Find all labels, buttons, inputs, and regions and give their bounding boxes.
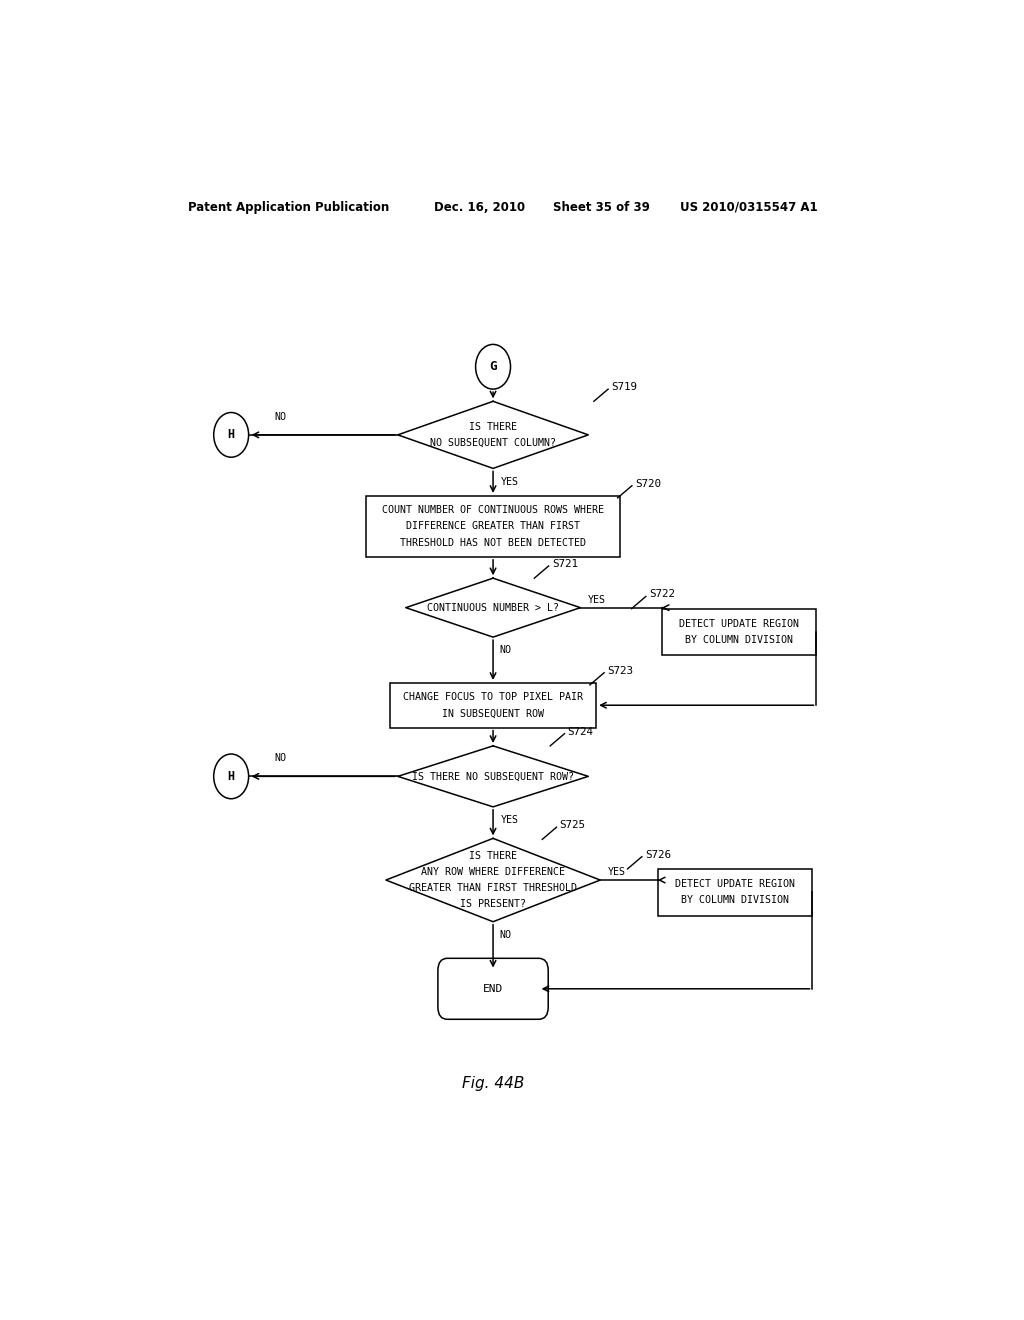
Text: Patent Application Publication: Patent Application Publication [187, 201, 389, 214]
Text: Fig. 44B: Fig. 44B [462, 1076, 524, 1090]
Text: H: H [227, 770, 234, 783]
Text: IS THERE: IS THERE [469, 850, 517, 861]
Text: S725: S725 [560, 820, 586, 830]
Text: Dec. 16, 2010: Dec. 16, 2010 [433, 201, 524, 214]
Text: ANY ROW WHERE DIFFERENCE: ANY ROW WHERE DIFFERENCE [421, 867, 565, 876]
Text: IS THERE NO SUBSEQUENT ROW?: IS THERE NO SUBSEQUENT ROW? [412, 771, 574, 781]
Text: BY COLUMN DIVISION: BY COLUMN DIVISION [681, 895, 790, 906]
Text: YES: YES [501, 477, 519, 487]
Text: THRESHOLD HAS NOT BEEN DETECTED: THRESHOLD HAS NOT BEEN DETECTED [400, 537, 586, 548]
Text: GREATER THAN FIRST THRESHOLD: GREATER THAN FIRST THRESHOLD [409, 883, 578, 894]
Text: NO: NO [274, 754, 287, 763]
Text: NO: NO [500, 929, 511, 940]
Text: DETECT UPDATE REGION: DETECT UPDATE REGION [675, 879, 795, 890]
Text: S719: S719 [611, 381, 637, 392]
Text: S722: S722 [649, 590, 675, 599]
Text: DIFFERENCE GREATER THAN FIRST: DIFFERENCE GREATER THAN FIRST [407, 521, 580, 532]
Text: DETECT UPDATE REGION: DETECT UPDATE REGION [679, 619, 799, 628]
Text: BY COLUMN DIVISION: BY COLUMN DIVISION [685, 635, 793, 645]
Text: CHANGE FOCUS TO TOP PIXEL PAIR: CHANGE FOCUS TO TOP PIXEL PAIR [403, 692, 583, 702]
Bar [367, 496, 621, 557]
Text: H: H [227, 429, 234, 441]
Text: COUNT NUMBER OF CONTINUOUS ROWS WHERE: COUNT NUMBER OF CONTINUOUS ROWS WHERE [382, 506, 604, 515]
Text: S726: S726 [645, 850, 671, 859]
Text: IS PRESENT?: IS PRESENT? [460, 899, 526, 909]
Text: Sheet 35 of 39: Sheet 35 of 39 [553, 201, 649, 214]
Text: YES: YES [588, 594, 606, 605]
Bar [390, 682, 596, 727]
Text: S724: S724 [567, 726, 594, 737]
Text: S721: S721 [552, 558, 578, 569]
Text: IN SUBSEQUENT ROW: IN SUBSEQUENT ROW [442, 709, 544, 718]
Text: US 2010/0315547 A1: US 2010/0315547 A1 [680, 201, 817, 214]
Text: YES: YES [501, 814, 519, 825]
Bar [657, 869, 812, 916]
Text: END: END [483, 983, 503, 994]
Text: NO: NO [274, 412, 287, 421]
Text: IS THERE: IS THERE [469, 421, 517, 432]
Text: CONTINUOUS NUMBER > L?: CONTINUOUS NUMBER > L? [427, 603, 559, 612]
Text: G: G [489, 360, 497, 374]
Text: NO: NO [500, 645, 511, 655]
Text: S723: S723 [607, 665, 633, 676]
Bar [662, 609, 816, 656]
Text: NO SUBSEQUENT COLUMN?: NO SUBSEQUENT COLUMN? [430, 438, 556, 447]
Text: S720: S720 [635, 479, 662, 488]
Text: YES: YES [608, 867, 626, 876]
